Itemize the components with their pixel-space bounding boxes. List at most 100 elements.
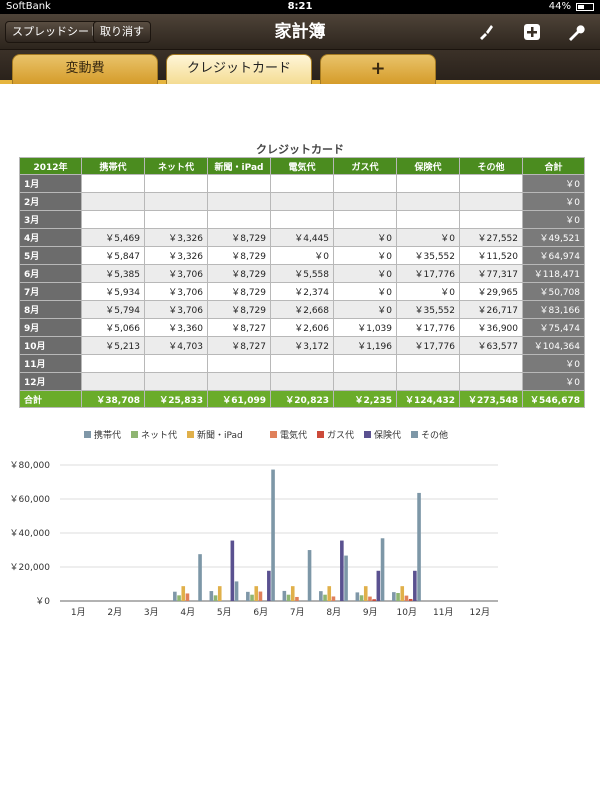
table-cell[interactable]: ￥2,374 — [270, 282, 334, 301]
table-cell[interactable] — [144, 174, 208, 193]
table-cell[interactable] — [396, 210, 460, 229]
table-cell[interactable]: ￥3,326 — [144, 246, 208, 265]
add-icon[interactable] — [522, 22, 542, 42]
table-cell[interactable]: ￥29,965 — [459, 282, 523, 301]
table-cell[interactable] — [396, 174, 460, 193]
table-cell[interactable] — [333, 174, 397, 193]
table-cell[interactable] — [459, 210, 523, 229]
table-cell[interactable] — [144, 192, 208, 211]
table-cell[interactable]: ￥63,577 — [459, 336, 523, 355]
table-cell[interactable] — [270, 372, 334, 391]
table-cell[interactable] — [396, 372, 460, 391]
table-cell[interactable]: ￥27,552 — [459, 228, 523, 247]
table-cell[interactable]: ￥0 — [396, 282, 460, 301]
table-cell[interactable]: ￥8,729 — [207, 246, 271, 265]
table-cell[interactable]: ￥35,552 — [396, 300, 460, 319]
table-cell[interactable]: ￥1,039 — [333, 318, 397, 337]
table-cell[interactable] — [333, 372, 397, 391]
table-cell[interactable]: ￥2,606 — [270, 318, 334, 337]
wrench-icon[interactable] — [566, 22, 586, 42]
table-cell[interactable] — [144, 354, 208, 373]
table-cell[interactable]: ￥3,706 — [144, 264, 208, 283]
table-cell[interactable] — [144, 372, 208, 391]
table-cell[interactable] — [207, 210, 271, 229]
table-cell[interactable]: ￥3,326 — [144, 228, 208, 247]
table-cell[interactable] — [459, 174, 523, 193]
table-cell[interactable]: ￥0 — [270, 246, 334, 265]
table-cell[interactable]: ￥77,317 — [459, 264, 523, 283]
table-cell[interactable]: ￥5,385 — [81, 264, 145, 283]
table-cell[interactable] — [81, 174, 145, 193]
table-cell[interactable]: ￥0 — [522, 372, 585, 391]
table-cell[interactable] — [81, 210, 145, 229]
table-cell[interactable]: ￥118,471 — [522, 264, 585, 283]
table-cell[interactable] — [207, 192, 271, 211]
table-cell[interactable]: ￥49,521 — [522, 228, 585, 247]
table-cell[interactable] — [207, 372, 271, 391]
table-cell[interactable]: ￥8,729 — [207, 264, 271, 283]
table-cell[interactable]: ￥17,776 — [396, 264, 460, 283]
table-cell[interactable]: ￥3,706 — [144, 300, 208, 319]
table-cell[interactable] — [333, 354, 397, 373]
table-cell[interactable] — [207, 354, 271, 373]
table-cell[interactable]: ￥0 — [333, 300, 397, 319]
table-cell[interactable] — [459, 354, 523, 373]
table-cell[interactable]: ￥0 — [333, 264, 397, 283]
table-cell[interactable]: ￥0 — [522, 210, 585, 229]
table-cell[interactable] — [333, 210, 397, 229]
table-cell[interactable]: ￥0 — [522, 174, 585, 193]
table-cell[interactable]: ￥75,474 — [522, 318, 585, 337]
table-cell[interactable]: ￥5,213 — [81, 336, 145, 355]
table-cell[interactable]: ￥0 — [522, 192, 585, 211]
table-cell[interactable]: ￥36,900 — [459, 318, 523, 337]
table-cell[interactable] — [396, 354, 460, 373]
table-cell[interactable]: ￥104,364 — [522, 336, 585, 355]
table-cell[interactable]: ￥50,708 — [522, 282, 585, 301]
table-cell[interactable]: ￥3,706 — [144, 282, 208, 301]
table-cell[interactable]: ￥0 — [333, 282, 397, 301]
undo-button[interactable]: 取り消す — [93, 21, 151, 43]
table-cell[interactable]: ￥8,729 — [207, 300, 271, 319]
tab-variable-expenses[interactable]: 変動費 — [12, 54, 158, 84]
table-cell[interactable] — [459, 372, 523, 391]
table-cell[interactable]: ￥5,469 — [81, 228, 145, 247]
table-cell[interactable]: ￥5,934 — [81, 282, 145, 301]
table-cell[interactable]: ￥0 — [333, 228, 397, 247]
table-cell[interactable]: ￥26,717 — [459, 300, 523, 319]
table-cell[interactable] — [207, 174, 271, 193]
table-cell[interactable]: ￥83,166 — [522, 300, 585, 319]
table-cell[interactable] — [81, 354, 145, 373]
table-cell[interactable] — [81, 192, 145, 211]
table-cell[interactable] — [333, 192, 397, 211]
table-cell[interactable]: ￥8,727 — [207, 336, 271, 355]
table-cell[interactable]: ￥8,729 — [207, 282, 271, 301]
table-cell[interactable]: ￥8,727 — [207, 318, 271, 337]
table-cell[interactable] — [396, 192, 460, 211]
spreadsheet-button[interactable]: スプレッドシート — [5, 21, 107, 43]
table-cell[interactable]: ￥17,776 — [396, 318, 460, 337]
table-cell[interactable]: ￥5,847 — [81, 246, 145, 265]
table-cell[interactable]: ￥3,172 — [270, 336, 334, 355]
table-cell[interactable] — [144, 210, 208, 229]
table-cell[interactable]: ￥17,776 — [396, 336, 460, 355]
table-cell[interactable]: ￥2,668 — [270, 300, 334, 319]
table-cell[interactable] — [81, 372, 145, 391]
table-cell[interactable]: ￥4,445 — [270, 228, 334, 247]
table-cell[interactable] — [270, 354, 334, 373]
table-cell[interactable]: ￥3,360 — [144, 318, 208, 337]
table-cell[interactable]: ￥0 — [396, 228, 460, 247]
table-cell[interactable]: ￥11,520 — [459, 246, 523, 265]
table-cell[interactable] — [270, 174, 334, 193]
table-cell[interactable]: ￥4,703 — [144, 336, 208, 355]
table-cell[interactable] — [270, 192, 334, 211]
brush-icon[interactable] — [476, 22, 496, 42]
table-cell[interactable]: ￥0 — [522, 354, 585, 373]
table-cell[interactable]: ￥5,558 — [270, 264, 334, 283]
table-cell[interactable]: ￥35,552 — [396, 246, 460, 265]
table-cell[interactable] — [459, 192, 523, 211]
add-tab-button[interactable]: + — [320, 54, 436, 84]
table-cell[interactable]: ￥5,794 — [81, 300, 145, 319]
table-cell[interactable]: ￥0 — [333, 246, 397, 265]
table-cell[interactable]: ￥8,729 — [207, 228, 271, 247]
table-cell[interactable] — [270, 210, 334, 229]
